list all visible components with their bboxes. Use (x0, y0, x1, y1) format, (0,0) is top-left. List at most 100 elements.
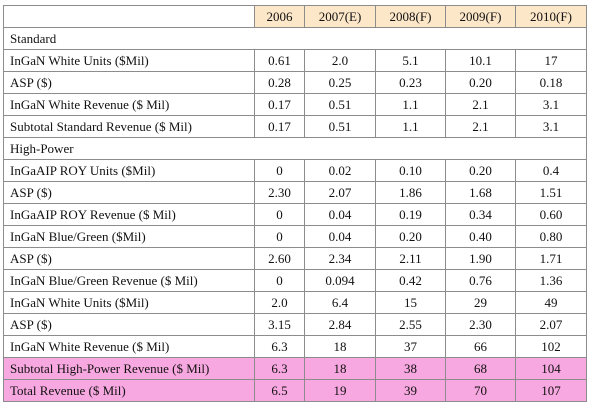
value-cell: 1.86 (375, 181, 446, 204)
row-label: InGaN White Revenue ($ Mil) (3, 335, 255, 358)
value-cell: 38 (375, 357, 446, 380)
table-row: InGaN White Units ($Mil) 2.0 6.4 15 29 49 (3, 291, 587, 314)
value-cell: 2.1 (445, 115, 516, 138)
value-cell: 2.84 (304, 313, 376, 336)
value-cell: 2.07 (304, 181, 376, 204)
value-cell: 49 (515, 291, 587, 314)
value-cell: 0 (254, 225, 305, 248)
row-label: InGaN Blue/Green ($Mil) (3, 225, 255, 248)
value-cell: 6.5 (254, 379, 305, 402)
value-cell: 1.71 (515, 247, 587, 270)
highlight-row: Total Revenue ($ Mil) 6.5 19 39 70 107 (3, 379, 587, 402)
table-row: InGaAIP ROY Revenue ($ Mil) 0 0.04 0.19 0.34… (3, 203, 587, 226)
value-cell: 0.25 (304, 71, 376, 94)
value-cell: 1.1 (375, 115, 446, 138)
value-cell: 2.30 (254, 181, 305, 204)
table-row: ASP ($) 3.15 2.84 2.55 2.30 2.07 (3, 313, 587, 336)
value-cell: 107 (515, 379, 587, 402)
value-cell: 0.60 (515, 203, 587, 226)
value-cell: 0.02 (304, 159, 376, 182)
row-label: InGaN White Units ($Mil) (3, 49, 255, 72)
header-year-2007: 2007(E) (304, 5, 376, 28)
value-cell: 1.51 (515, 181, 587, 204)
value-cell: 1.68 (445, 181, 516, 204)
table-row: InGaN Blue/Green Revenue ($ Mil) 0 0.094 0.… (3, 269, 587, 292)
value-cell: 66 (445, 335, 516, 358)
value-cell: 18 (304, 335, 376, 358)
value-cell: 10.1 (445, 49, 516, 72)
header-corner-cell (3, 5, 255, 28)
value-cell: 2.1 (445, 93, 516, 116)
value-cell: 102 (515, 335, 587, 358)
value-cell: 0.04 (304, 225, 376, 248)
table-row: ASP ($) 2.30 2.07 1.86 1.68 1.51 (3, 181, 587, 204)
value-cell: 2.0 (254, 291, 305, 314)
value-cell: 0 (254, 269, 305, 292)
row-label: Subtotal High-Power Revenue ($ Mil) (3, 357, 255, 380)
section-label: Standard (3, 27, 587, 50)
value-cell: 1.36 (515, 269, 587, 292)
row-label: InGaAIP ROY Revenue ($ Mil) (3, 203, 255, 226)
value-cell: 2.55 (375, 313, 446, 336)
value-cell: 6.3 (254, 335, 305, 358)
value-cell: 2.34 (304, 247, 376, 270)
row-label: InGaN Blue/Green Revenue ($ Mil) (3, 269, 255, 292)
value-cell: 2.11 (375, 247, 446, 270)
value-cell: 37 (375, 335, 446, 358)
value-cell: 2.0 (304, 49, 376, 72)
value-cell: 0 (254, 159, 305, 182)
value-cell: 1.90 (445, 247, 516, 270)
table-row: InGaN White Revenue ($ Mil) 0.17 0.51 1.1 2.… (3, 93, 587, 116)
value-cell: 68 (445, 357, 516, 380)
value-cell: 3.1 (515, 93, 587, 116)
header-year-2010: 2010(F) (515, 5, 587, 28)
table-row: ASP ($) 2.60 2.34 2.11 1.90 1.71 (3, 247, 587, 270)
value-cell: 0.61 (254, 49, 305, 72)
value-cell: 3.15 (254, 313, 305, 336)
revenue-forecast-table: 2006 2007(E) 2008(F) 2009(F) 2010(F) Sta… (3, 5, 587, 402)
table-row: InGaN White Revenue ($ Mil) 6.3 18 37 66 102 (3, 335, 587, 358)
value-cell: 17 (515, 49, 587, 72)
value-cell: 2.30 (445, 313, 516, 336)
section-label: High-Power (3, 137, 587, 160)
table-row: InGaAIP ROY Units ($Mil) 0 0.02 0.10 0.20 0.4 (3, 159, 587, 182)
header-year-2009: 2009(F) (445, 5, 516, 28)
value-cell: 0.094 (304, 269, 376, 292)
value-cell: 15 (375, 291, 446, 314)
revenue-table-container: 2006 2007(E) 2008(F) 2009(F) 2010(F) Sta… (3, 5, 587, 402)
table-row: ASP ($) 0.28 0.25 0.23 0.20 0.18 (3, 71, 587, 94)
header-year-2008: 2008(F) (375, 5, 446, 28)
row-label: InGaN White Units ($Mil) (3, 291, 255, 314)
value-cell: 0.17 (254, 115, 305, 138)
value-cell: 3.1 (515, 115, 587, 138)
value-cell: 18 (304, 357, 376, 380)
value-cell: 0.04 (304, 203, 376, 226)
value-cell: 2.07 (515, 313, 587, 336)
header-row: 2006 2007(E) 2008(F) 2009(F) 2010(F) (3, 5, 587, 28)
value-cell: 0.20 (375, 225, 446, 248)
value-cell: 0.17 (254, 93, 305, 116)
table-row: InGaN White Units ($Mil) 0.61 2.0 5.1 10.1 17 (3, 49, 587, 72)
value-cell: 0.76 (445, 269, 516, 292)
value-cell: 0.10 (375, 159, 446, 182)
value-cell: 0.40 (445, 225, 516, 248)
value-cell: 0.23 (375, 71, 446, 94)
row-label: Total Revenue ($ Mil) (3, 379, 255, 402)
row-label: InGaAIP ROY Units ($Mil) (3, 159, 255, 182)
header-year-2006: 2006 (254, 5, 305, 28)
value-cell: 104 (515, 357, 587, 380)
value-cell: 6.3 (254, 357, 305, 380)
value-cell: 0.34 (445, 203, 516, 226)
row-label: InGaN White Revenue ($ Mil) (3, 93, 255, 116)
value-cell: 0 (254, 203, 305, 226)
value-cell: 0.42 (375, 269, 446, 292)
value-cell: 2.60 (254, 247, 305, 270)
value-cell: 1.1 (375, 93, 446, 116)
table-body: 2006 2007(E) 2008(F) 2009(F) 2010(F) Sta… (3, 5, 587, 402)
row-label: Subtotal Standard Revenue ($ Mil) (3, 115, 255, 138)
value-cell: 0.28 (254, 71, 305, 94)
value-cell: 0.51 (304, 115, 376, 138)
section-row: High-Power (3, 137, 587, 160)
value-cell: 5.1 (375, 49, 446, 72)
value-cell: 19 (304, 379, 376, 402)
